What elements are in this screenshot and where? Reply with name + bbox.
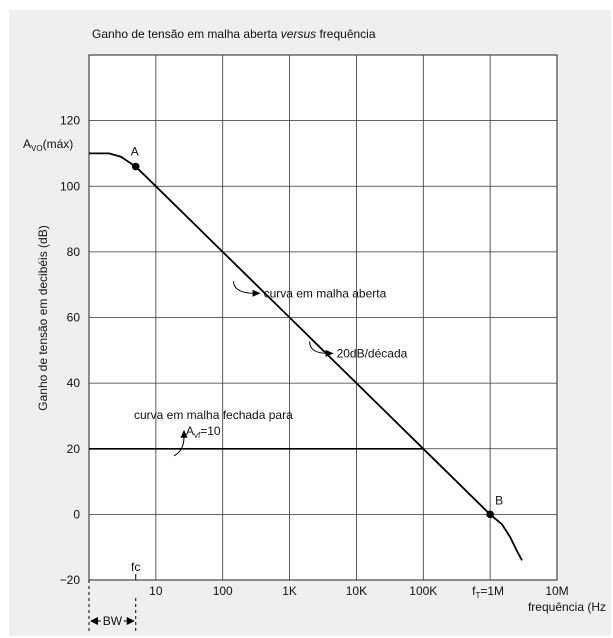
slope-callout: [309, 341, 328, 354]
point-label-b: B: [495, 493, 503, 507]
closed-loop-callout: [173, 436, 185, 457]
y-tick-label: 120: [60, 114, 80, 128]
open-loop-arrowhead: [252, 289, 261, 297]
y-tick-label: 20: [67, 442, 81, 456]
bw-right-arrowhead: [126, 617, 135, 625]
y-tick-label: −20: [60, 573, 81, 587]
bw-left-arrowhead: [90, 617, 98, 625]
x-tick-label: 100: [213, 584, 233, 598]
x-tick-label: 10: [149, 584, 163, 598]
avo-max-label: AVO(máx): [23, 137, 73, 153]
x-tick-label: 100K: [409, 584, 437, 598]
point-a: [131, 162, 140, 171]
fc-label: fc: [131, 560, 140, 574]
chart-title: Ganho de tensão em malha aberta versus f…: [92, 27, 376, 41]
closed-loop-label: curva em malha fechada para: [134, 408, 293, 422]
bw-label: BW: [103, 614, 123, 628]
slope-arrowhead: [325, 349, 334, 357]
slope-label: 20dB/década: [337, 346, 408, 360]
x-tick-label: 1K: [282, 584, 297, 598]
y-tick-label: 0: [73, 507, 80, 521]
ft-label: fT=1M: [472, 584, 504, 600]
y-axis-label: Ganho de tensão em decibéis (dB): [36, 225, 50, 410]
avf-label: Avf=10: [186, 424, 221, 440]
y-tick-label: 80: [67, 245, 81, 259]
y-tick-label: 60: [67, 311, 81, 325]
y-tick-label: 40: [67, 376, 81, 390]
open-loop-label: curva em malha aberta: [264, 286, 387, 300]
point-label-a: A: [131, 145, 139, 159]
x-tick-label: 10K: [346, 584, 367, 598]
open-loop-callout: [233, 281, 255, 294]
y-tick-label: 100: [60, 179, 80, 193]
point-b: [486, 510, 494, 519]
x-tick-label: 10M: [545, 584, 568, 598]
x-axis-label: frequência (Hz: [528, 600, 606, 614]
open-loop-curve: [89, 152, 523, 561]
closed-loop-arrowhead: [180, 429, 188, 438]
